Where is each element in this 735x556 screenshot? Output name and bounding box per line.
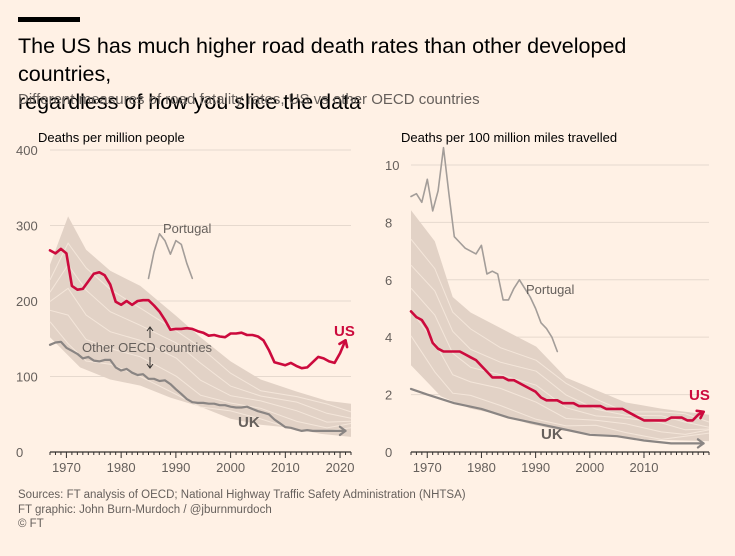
panel1-series-line-portugal — [147, 233, 194, 280]
footer: Sources: FT analysis of OECD; National H… — [18, 488, 466, 532]
panel2-annotation-uk: UK — [541, 426, 563, 443]
panel2-other-oecd-band — [411, 210, 709, 442]
footer-copyright: © FT — [18, 518, 44, 530]
panel2-other-oecd-country-line — [410, 310, 710, 435]
panel1-title: Deaths per million people — [38, 130, 185, 145]
panel1-x-tick-label: 1990 — [161, 460, 190, 475]
panel2-x-tick-label: 2010 — [630, 460, 659, 475]
panel1-series-line-uk — [48, 340, 347, 432]
panel1-x-tick-label: 2010 — [271, 460, 300, 475]
panel1-y-tick-label: 400 — [16, 143, 38, 158]
panel1-y-tick-label: 200 — [16, 294, 38, 309]
chart-title-line-1: The US has much higher road death rates … — [18, 34, 627, 86]
panel1-us-arrowhead — [338, 339, 349, 349]
panel2-series-line-us — [409, 310, 705, 422]
chart-subtitle: Different measures of road fatality rate… — [18, 91, 480, 108]
panel2-x-tick-label: 1990 — [521, 460, 550, 475]
panel1-x-tick-label: 1980 — [107, 460, 136, 475]
panel1-y-tick-label: 100 — [16, 370, 38, 385]
panel2-uk-arrowhead — [696, 438, 705, 449]
panel1-series-line-us — [48, 247, 347, 370]
ft-top-rule — [18, 17, 80, 22]
panel2-x-tick-label: 1970 — [413, 460, 442, 475]
panel2-y-tick-label: 0 — [385, 445, 392, 460]
panel1-x-tick-label: 2020 — [326, 460, 355, 475]
panel1-x-tick-label: 1970 — [52, 460, 81, 475]
chart-title-line-2: regardless of how you slice the data — [18, 90, 362, 114]
panel2-y-tick-label: 8 — [385, 215, 392, 230]
chart-title: The US has much higher road death rates … — [18, 32, 718, 116]
panel1-annotation-uk: UK — [238, 414, 260, 431]
footer-sources: Sources: FT analysis of OECD; National H… — [18, 489, 466, 501]
panel2-y-tick-label: 4 — [385, 330, 392, 345]
panel2-x-tick-label: 2000 — [575, 460, 604, 475]
panel1-uk-arrowhead — [338, 425, 347, 437]
panel2-y-tick-label: 6 — [385, 273, 392, 288]
panel1-other-oecd-country-line — [49, 287, 352, 423]
panel1-annotation-other-oecd-countries: Other OECD countries — [82, 340, 213, 355]
panel2-series-line-portugal — [410, 146, 559, 353]
panel2-other-oecd-country-line — [410, 264, 710, 428]
panel2-y-tick-label: 2 — [385, 388, 392, 403]
panel2-annotation-portugal: Portugal — [526, 282, 575, 297]
panel1-y-tick-label: 0 — [16, 445, 23, 460]
panel2-series-line-uk — [409, 387, 705, 445]
panel1-annotation-us: US — [334, 323, 355, 340]
panel1-other-oecd-band — [50, 216, 351, 437]
panel1-other-oecd-country-line — [49, 309, 352, 429]
panel1-y-tick-label: 300 — [16, 219, 38, 234]
panel1-annotation-arrow — [146, 357, 154, 369]
panel2-other-oecd-country-line — [410, 238, 710, 423]
panel2-annotation-us: US — [689, 387, 710, 404]
panel2-other-oecd-country-line — [410, 335, 710, 440]
panel2-other-oecd-country-line — [410, 287, 710, 431]
panel2-title: Deaths per 100 million miles travelled — [401, 130, 617, 145]
panel1-other-oecd-country-line — [49, 264, 352, 419]
panel2-y-tick-label: 10 — [385, 158, 399, 173]
panel1-annotation-arrow — [146, 326, 154, 338]
panel1-annotation-portugal: Portugal — [163, 221, 212, 236]
panel1-x-tick-label: 2000 — [216, 460, 245, 475]
panel2-us-arrowhead — [695, 409, 705, 420]
panel2-x-tick-label: 1980 — [467, 460, 496, 475]
panel1-other-oecd-country-line — [49, 242, 352, 413]
footer-graphic-credit: FT graphic: John Burn-Murdoch / @jburnmu… — [18, 503, 272, 516]
